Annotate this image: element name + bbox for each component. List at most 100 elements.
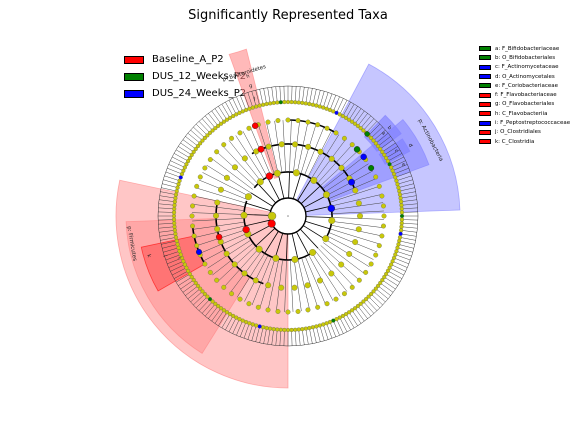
leaf-branch [259,89,264,105]
family-node [352,187,359,194]
leaf-node [317,323,322,328]
leaf-node [193,146,198,152]
leaf-node [376,144,381,149]
leaf-branch [218,312,228,326]
node-clostridiales-sub [215,233,223,241]
leaf-branch [279,86,282,103]
node-clostridia [267,219,276,228]
leaf-branch [389,267,404,276]
legend-item-dus-24: DUS_24_Weeks_P2 [124,85,246,102]
leaf-node [307,325,312,331]
genus-node [237,296,243,302]
tree-branch [235,135,265,180]
tree-branch [242,131,268,178]
leaf-node [387,265,392,270]
key-label: i: F_Peptostreptococcaceae [495,120,571,127]
leaf-node [399,224,404,229]
leaf-branch [158,199,175,202]
cladogram-tree [157,85,419,347]
leaf-node [207,297,213,302]
leaf-branch [401,199,418,202]
leaf-node [177,249,182,254]
leaf-branch [163,247,179,253]
leaf-node [293,327,298,332]
genus-node [333,130,339,136]
genus-node [221,142,227,148]
leaf-branch [198,121,211,134]
tree-branch [293,259,302,312]
leaf-node [337,315,342,320]
leaf-node [218,306,224,311]
leaf-node [347,117,352,122]
leaf-node [186,268,191,273]
leaf-node [173,192,179,197]
leaf-branch [228,317,237,332]
leaf-node [399,228,404,233]
label-k: k [145,254,152,259]
leaf-branch [398,244,414,249]
tree-branch [199,232,248,254]
leaf-node [399,213,405,219]
leaf-branch [333,96,340,112]
leaf-branch [158,222,175,225]
leaf-node [321,105,326,110]
leaf-branch [187,288,201,300]
leaf-node [343,115,349,120]
leaf-branch [398,183,414,188]
leaf-node [173,231,178,236]
tree-branch [255,227,276,247]
leaf-branch [377,285,391,296]
leaf-node [205,294,210,299]
key-swatch [479,111,491,117]
leaf-branch [170,160,185,168]
leaf-node [205,133,210,138]
leaf-branch [386,149,401,159]
leaf-node [198,286,203,291]
leaf-node [389,262,394,267]
leaf-branch [368,123,381,136]
leaf-branch [158,226,175,229]
leaf-branch [165,171,181,178]
leaf-node [371,289,376,294]
tree-branch [305,205,331,213]
leaf-branch [195,123,208,136]
key-item: k: C_Clostridia [479,137,570,146]
family-node [278,141,285,148]
family-node [357,213,363,219]
leaf-branch [283,329,285,346]
leaf-node [175,242,180,247]
leaf-node [382,275,387,280]
chart-title: Significantly Represented Taxa [188,8,388,23]
leaf-node [378,280,383,286]
label-a: a [380,130,387,136]
leaf-branch [247,324,253,340]
leaf-node [382,152,387,157]
family-node [304,282,311,289]
tree-branch [258,124,275,175]
leaf-branch [164,251,180,257]
leaf-node [202,291,207,297]
family-node [338,261,345,268]
leaf-branch [168,164,184,171]
tree-branch [297,178,312,201]
leaf-branch [173,153,189,162]
leaf-node [321,322,326,327]
node-peptostreptococcaceae [195,248,202,255]
leaf-branch [373,291,386,303]
genus-node [194,243,200,249]
leaf-node [195,283,200,288]
key-item: d: O_Actinomycetales [479,72,570,81]
leaf-branch [370,293,383,306]
leaf-node [380,149,385,154]
label-f: f [253,96,257,102]
leaf-node [184,162,189,167]
tree-branch [192,204,245,211]
leaf-branch [259,327,264,343]
leaf-branch [158,230,175,233]
genus-node [363,269,369,275]
leaf-node [363,297,369,302]
key-item: a: F_Bifidobacteriaceae [479,44,570,53]
family-node [317,277,323,284]
legend: Baseline_A_P2 DUS_12_Weeks_P2 DUS_24_Wee… [124,51,246,102]
leaf-node [234,112,239,117]
